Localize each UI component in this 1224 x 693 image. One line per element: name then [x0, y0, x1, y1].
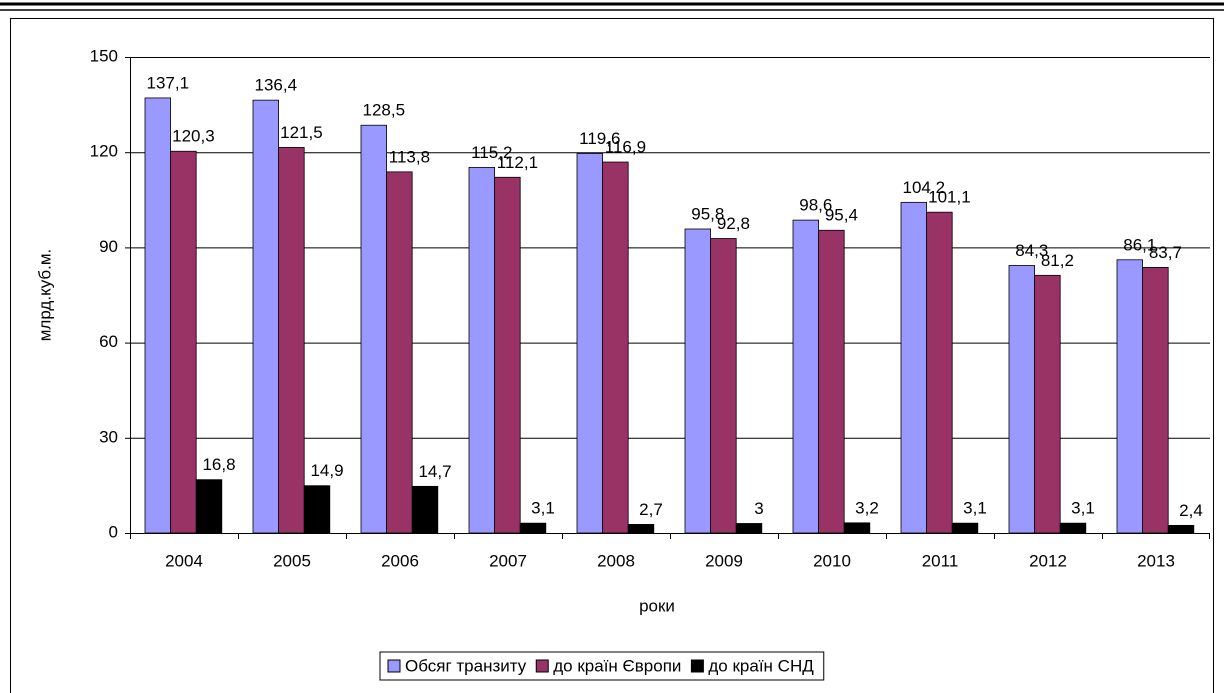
- bar: [386, 171, 413, 534]
- y-tick-label: 120: [90, 142, 118, 161]
- x-tick-label: 2008: [597, 551, 635, 570]
- bar: [411, 485, 439, 534]
- bar: [1167, 524, 1195, 534]
- bar: [926, 211, 953, 534]
- value-label: 115,2: [471, 143, 512, 162]
- value-label: 2,4: [1179, 501, 1203, 520]
- bar: [278, 147, 305, 534]
- legend-label: до країн СНД: [708, 656, 814, 675]
- bar: [1116, 259, 1144, 534]
- value-label: 119,6: [579, 129, 620, 148]
- bar: [792, 219, 820, 534]
- bar: [494, 176, 521, 534]
- value-label: 95,4: [825, 206, 858, 225]
- x-tick-label: 2006: [381, 551, 419, 570]
- x-tick-label: 2011: [922, 551, 959, 570]
- value-label: 2,7: [639, 500, 663, 519]
- bar: [843, 522, 871, 534]
- bar: [684, 228, 712, 534]
- y-tick-label: 90: [99, 237, 118, 256]
- x-axis-label: роки: [639, 596, 675, 615]
- value-label: 3,1: [531, 499, 555, 518]
- bar: [195, 479, 223, 534]
- x-tick-label: 2013: [1137, 551, 1175, 570]
- bar: [735, 523, 763, 534]
- value-label: 121,5: [280, 123, 323, 142]
- value-label: 112,1: [497, 153, 538, 172]
- value-label: 86,1: [1123, 235, 1156, 254]
- value-label: 14,7: [418, 462, 451, 481]
- value-label: 137,1: [147, 73, 190, 92]
- x-tick-label: 2005: [273, 551, 311, 570]
- value-label: 3,1: [963, 499, 987, 518]
- legend-swatch: [387, 659, 401, 673]
- value-label: 14,9: [310, 461, 343, 480]
- value-label: 128,5: [363, 101, 406, 120]
- bar: [170, 150, 197, 534]
- bar: [519, 522, 547, 534]
- x-tick-label: 2004: [165, 551, 203, 570]
- value-label: 83,7: [1149, 243, 1182, 262]
- value-label: 3: [754, 499, 763, 518]
- bar: [1034, 274, 1061, 534]
- legend-label: до країн Європи: [553, 656, 681, 675]
- x-tick-label: 2007: [489, 551, 527, 570]
- x-tick-label: 2009: [705, 551, 743, 570]
- y-axis-label: млрд.куб.м.: [35, 249, 54, 342]
- bar: [951, 522, 979, 534]
- bar: [627, 524, 655, 534]
- bar: [576, 153, 604, 534]
- bar: [1142, 266, 1169, 534]
- legend-box: [379, 651, 825, 681]
- bar: [144, 97, 172, 534]
- value-label: 95,8: [691, 204, 724, 223]
- value-label: 116,9: [605, 138, 646, 157]
- bar: [1059, 522, 1087, 534]
- value-label: 92,8: [717, 214, 750, 233]
- value-label: 120,3: [172, 127, 215, 146]
- value-label: 104,2: [903, 178, 946, 197]
- y-tick-label: 150: [90, 46, 118, 65]
- y-tick-label: 30: [99, 427, 118, 446]
- legend-swatch: [690, 659, 704, 673]
- y-tick-label: 60: [99, 332, 118, 351]
- bar: [252, 99, 280, 534]
- value-label: 81,2: [1041, 251, 1074, 270]
- value-label: 3,2: [855, 498, 879, 517]
- x-tick-label: 2010: [813, 551, 851, 570]
- value-label: 84,3: [1015, 241, 1048, 260]
- bar: [710, 238, 737, 534]
- chart-frame: [10, 18, 1214, 693]
- bar: [468, 167, 496, 534]
- y-tick-label: 0: [109, 522, 118, 541]
- bar: [602, 161, 629, 534]
- legend-swatch: [535, 659, 549, 673]
- bar: [818, 229, 845, 534]
- value-label: 98,6: [799, 196, 832, 215]
- value-label: 113,8: [389, 147, 430, 166]
- value-label: 101,1: [928, 188, 971, 207]
- bar: [360, 124, 388, 534]
- value-label: 3,1: [1071, 499, 1095, 518]
- value-label: 16,8: [202, 455, 235, 474]
- bar: [900, 201, 928, 534]
- legend-label: Обсяг транзиту: [405, 656, 527, 675]
- value-label: 136,4: [255, 76, 298, 95]
- x-tick-label: 2012: [1029, 551, 1067, 570]
- bar: [303, 485, 331, 534]
- bar: [1008, 265, 1036, 534]
